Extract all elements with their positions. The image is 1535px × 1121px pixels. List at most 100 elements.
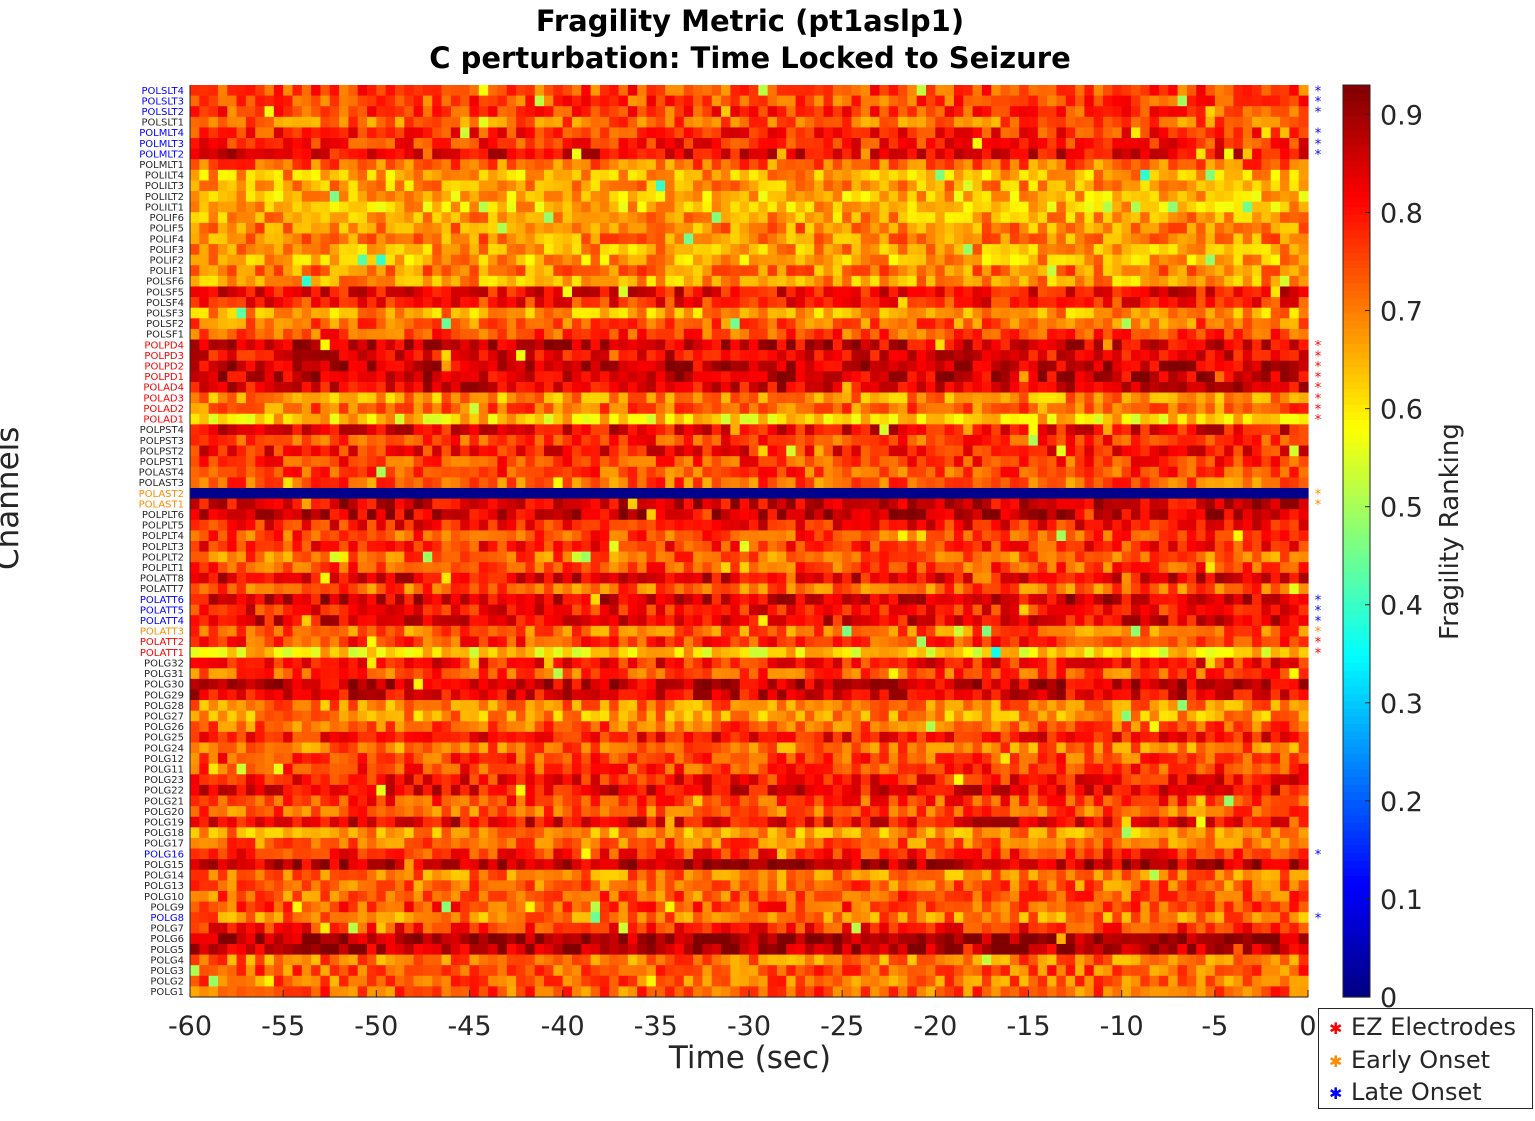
heatmap-cell	[311, 424, 322, 436]
heatmap-cell	[460, 509, 471, 521]
heatmap-cell	[301, 318, 312, 330]
heatmap-cell	[450, 424, 461, 436]
heatmap-cell	[1186, 509, 1197, 521]
heatmap-cell	[851, 466, 862, 478]
heatmap-cell	[394, 424, 405, 436]
heatmap-cell	[786, 466, 797, 478]
heatmap-cell	[981, 509, 992, 521]
heatmap-cell	[311, 275, 322, 288]
heatmap-cell	[898, 106, 908, 118]
heatmap-cell	[749, 519, 759, 531]
heatmap-cell	[860, 403, 871, 415]
heatmap-cell	[655, 371, 666, 383]
heatmap-cell	[562, 339, 573, 351]
heatmap-cell	[1158, 498, 1169, 510]
heatmap-cell	[320, 477, 331, 489]
heatmap-cell	[1233, 392, 1244, 404]
heatmap-cell	[488, 466, 499, 478]
heatmap-cell	[1084, 413, 1095, 425]
heatmap-cell	[935, 498, 946, 510]
heatmap-cell	[329, 307, 340, 319]
heatmap-cell	[972, 106, 983, 118]
heatmap-cell	[553, 297, 564, 309]
heatmap-cell	[320, 116, 331, 129]
heatmap-cell	[1224, 265, 1235, 277]
heatmap-cell	[339, 95, 349, 107]
heatmap-cell	[1121, 222, 1132, 235]
heatmap-cell	[367, 371, 377, 383]
heatmap-cell	[823, 159, 834, 171]
heatmap-cell	[935, 265, 946, 277]
heatmap-cell	[534, 487, 545, 500]
heatmap-cell	[255, 254, 266, 266]
heatmap-cell	[693, 519, 704, 531]
heatmap-cell	[441, 328, 452, 341]
heatmap-cell	[739, 148, 750, 160]
heatmap-cell	[655, 212, 666, 224]
heatmap-cell	[460, 424, 471, 436]
heatmap-cell	[739, 403, 750, 415]
heatmap-cell	[721, 201, 731, 213]
heatmap-cell	[571, 127, 582, 139]
heatmap-cell	[544, 456, 554, 468]
heatmap-cell	[609, 413, 620, 425]
heatmap-cell	[283, 392, 294, 404]
heatmap-cell	[562, 286, 573, 298]
heatmap-cell	[804, 95, 815, 107]
heatmap-cell	[860, 233, 871, 245]
heatmap-cell	[1242, 487, 1253, 500]
heatmap-cell	[637, 95, 648, 107]
heatmap-cell	[339, 381, 349, 394]
heatmap-cell	[907, 127, 918, 139]
heatmap-cell	[599, 85, 610, 97]
heatmap-cell	[1168, 233, 1179, 245]
heatmap-cell	[823, 127, 834, 139]
heatmap-cell	[795, 233, 806, 245]
heatmap-cell	[1028, 403, 1039, 415]
heatmap-cell	[627, 85, 638, 97]
heatmap-cell	[273, 191, 284, 203]
heatmap-cell	[516, 212, 526, 224]
heatmap-cell	[1224, 413, 1235, 425]
heatmap-cell	[525, 222, 536, 235]
heatmap-cell	[916, 169, 927, 182]
heatmap-cell	[581, 466, 592, 478]
heatmap-cell	[311, 403, 322, 415]
heatmap-cell	[935, 371, 946, 383]
heatmap-cell	[1270, 275, 1281, 288]
heatmap-cell	[441, 244, 452, 256]
heatmap-cell	[758, 116, 769, 129]
heatmap-cell	[1252, 116, 1263, 129]
heatmap-cell	[702, 318, 713, 330]
heatmap-cell	[916, 392, 927, 404]
heatmap-cell	[1196, 159, 1207, 171]
heatmap-cell	[1233, 85, 1244, 97]
heatmap-cell	[217, 222, 228, 235]
heatmap-cell	[786, 307, 797, 319]
heatmap-cell	[1242, 159, 1253, 171]
heatmap-cell	[842, 424, 853, 436]
heatmap-cell	[655, 85, 666, 97]
heatmap-cell	[301, 116, 312, 129]
heatmap-cell	[1224, 254, 1235, 266]
heatmap-cell	[320, 456, 331, 468]
heatmap-cell	[1252, 191, 1263, 203]
heatmap-cell	[711, 403, 722, 415]
heatmap-cell	[404, 169, 415, 182]
heatmap-cell	[1205, 127, 1216, 139]
heatmap-cell	[1065, 201, 1076, 213]
heatmap-cell	[749, 328, 759, 341]
heatmap-cell	[581, 286, 592, 298]
heatmap-cell	[497, 148, 508, 160]
heatmap-cell	[870, 466, 881, 478]
heatmap-cell	[311, 381, 322, 394]
heatmap-cell	[749, 466, 759, 478]
heatmap-cell	[721, 509, 731, 521]
heatmap-cell	[1000, 159, 1011, 171]
heatmap-cell	[814, 307, 825, 319]
heatmap-cell	[394, 403, 405, 415]
heatmap-cell	[273, 254, 284, 266]
heatmap-cell	[534, 191, 545, 203]
heatmap-cell	[1084, 148, 1095, 160]
heatmap-cell	[879, 127, 890, 139]
